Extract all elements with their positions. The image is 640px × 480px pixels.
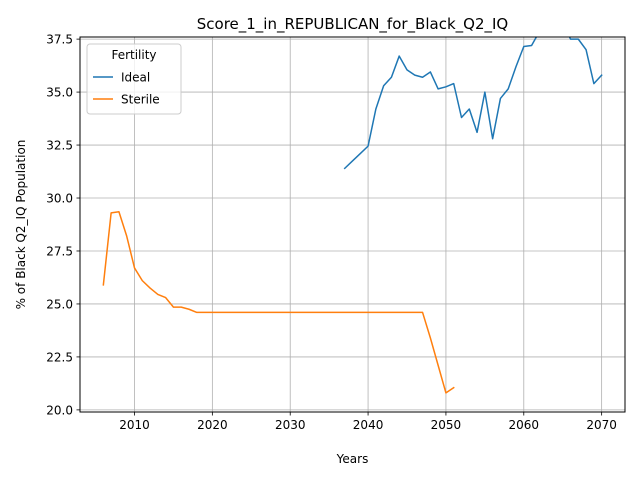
legend: Fertility Ideal Sterile [86,43,182,115]
y-axis-label: % of Black Q2_IQ Population [14,140,28,310]
legend-label-ideal: Ideal [121,71,150,85]
x-axis-label: Years [336,452,369,466]
y-tick-label: 20.0 [46,403,73,417]
y-tick-label: 25.0 [46,297,73,311]
x-tick-label: 2020 [197,418,228,432]
plot-frame [79,36,626,413]
x-tick-label: 2060 [509,418,540,432]
y-tick-label: 32.5 [46,139,73,153]
x-tick-label: 2010 [119,418,150,432]
x-tick-label: 2050 [431,418,462,432]
y-tick-label: 35.0 [46,86,73,100]
legend-box [86,43,182,115]
legend-title: Fertility [111,48,156,62]
y-tick-label: 22.5 [46,350,73,364]
y-tick-label: 37.5 [46,33,73,47]
legend-entries: Ideal Sterile [93,71,160,107]
x-tick-label: 2030 [275,418,306,432]
y-tick-label: 27.5 [46,244,73,258]
y-axis-ticks: 20.0 22.5 25.0 27.5 30.0 32.5 35.0 37.5 [46,33,80,417]
y-tick-label: 30.0 [46,192,73,206]
series-line-sterile [102,211,455,394]
grid [80,37,625,412]
x-tick-label: 2040 [353,418,384,432]
series-layer [102,37,603,394]
x-axis-ticks: 2010 2020 2030 2040 2050 2060 2070 [119,412,617,432]
legend-label-sterile: Sterile [121,93,160,107]
x-tick-label: 2070 [586,418,617,432]
series-line-ideal [343,37,603,170]
chart-title: Score_1_in_REPUBLICAN_for_Black_Q2_IQ [197,15,508,34]
